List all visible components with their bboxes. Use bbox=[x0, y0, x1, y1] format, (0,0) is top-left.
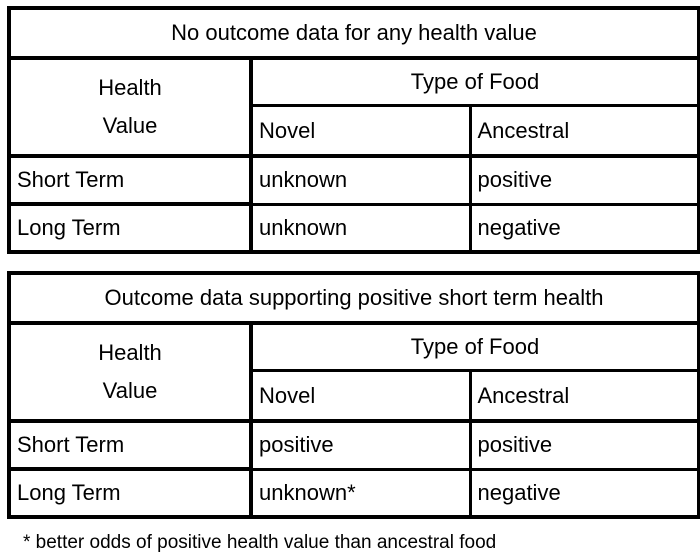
footnote: * better odds of positive health value t… bbox=[23, 532, 497, 553]
data-cell-long-term-novel: unknown bbox=[249, 202, 472, 254]
column-header-ancestral: Ancestral bbox=[468, 369, 700, 423]
data-cell-long-term-novel: unknown* bbox=[249, 467, 472, 519]
data-cell-short-term-ancestral: positive bbox=[468, 154, 700, 206]
table-no-outcome-data: No outcome data for any health value Hea… bbox=[6, 6, 700, 254]
table-row: Long Term unknown negative bbox=[7, 202, 700, 254]
table-row: No outcome data for any health value bbox=[6, 6, 700, 60]
column-header-ancestral: Ancestral bbox=[468, 104, 700, 158]
table-row: Novel Ancestral bbox=[9, 369, 700, 423]
column-header-novel: Novel bbox=[249, 369, 472, 423]
stub-header-health-value: Health Value bbox=[7, 56, 253, 158]
table-title: No outcome data for any health value bbox=[6, 6, 700, 60]
row-label-long-term: Long Term bbox=[7, 202, 253, 254]
table-row: Outcome data supporting positive short t… bbox=[7, 271, 700, 325]
data-cell-short-term-novel: positive bbox=[249, 419, 472, 471]
table-title: Outcome data supporting positive short t… bbox=[7, 271, 700, 325]
row-label-short-term: Short Term bbox=[7, 419, 253, 471]
column-group-header-type-of-food: Type of Food bbox=[249, 321, 700, 372]
stub-header-health-value: Health Value bbox=[7, 321, 253, 423]
table-positive-short-term: Outcome data supporting positive short t… bbox=[7, 271, 700, 519]
table-row: Novel Ancestral bbox=[9, 104, 700, 158]
column-group-header-type-of-food: Type of Food bbox=[249, 56, 700, 107]
data-cell-short-term-ancestral: positive bbox=[468, 419, 700, 471]
table-row: Long Term unknown* negative bbox=[7, 467, 700, 519]
table-row: Health Value Type of Food bbox=[7, 56, 700, 158]
table-row: Short Term unknown positive bbox=[7, 154, 700, 206]
data-cell-short-term-novel: unknown bbox=[249, 154, 472, 206]
table-row: Short Term positive positive bbox=[7, 419, 700, 471]
table-row: Health Value Type of Food bbox=[7, 321, 700, 423]
row-label-long-term: Long Term bbox=[7, 467, 253, 519]
row-label-short-term: Short Term bbox=[7, 154, 253, 206]
column-header-novel: Novel bbox=[249, 104, 472, 158]
data-cell-long-term-ancestral: negative bbox=[468, 467, 700, 519]
data-cell-long-term-ancestral: negative bbox=[468, 202, 700, 254]
